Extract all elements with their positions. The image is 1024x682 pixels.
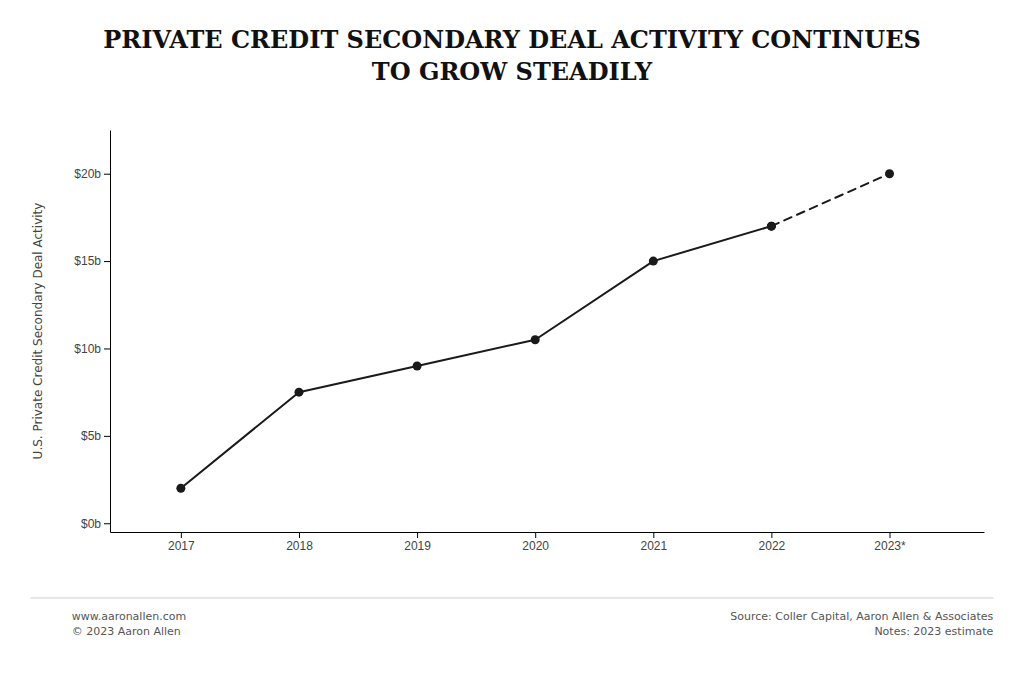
footer-line: Notes: 2023 estimate <box>874 625 993 638</box>
y-tick-mark <box>104 261 110 262</box>
point <box>531 335 540 344</box>
y-tick-mark <box>104 436 110 437</box>
footer-line: © 2023 Aaron Allen <box>72 625 181 638</box>
y-axis: $0b $5b $10b $15b $20b <box>74 131 110 533</box>
x-tick-label: 2022 <box>759 539 786 553</box>
x-tick-label: 2017 <box>168 539 195 553</box>
y-tick: $5b <box>81 429 110 443</box>
point <box>413 361 422 370</box>
x-tick-label: 2023* <box>874 539 906 553</box>
x-tick: 2018 <box>286 532 313 553</box>
y-tick-mark <box>104 523 110 524</box>
x-tick-mark <box>653 532 654 538</box>
point <box>176 484 185 493</box>
y-tick-label: $5b <box>81 429 101 443</box>
x-tick: 2020 <box>522 532 549 553</box>
y-tick-mark <box>104 348 110 349</box>
y-tick-mark <box>104 174 110 175</box>
x-tick-label: 2018 <box>286 539 313 553</box>
x-tick-mark <box>181 532 182 538</box>
x-tick: 2022 <box>759 532 786 553</box>
y-tick: $10b <box>74 342 110 356</box>
point <box>649 257 658 266</box>
y-tick: $20b <box>74 167 110 181</box>
point <box>885 169 894 178</box>
x-tick: 2017 <box>168 532 195 553</box>
point <box>767 222 776 231</box>
y-tick-label: $10b <box>74 342 101 356</box>
x-tick: 2023* <box>874 532 906 553</box>
line <box>181 226 772 488</box>
x-tick-mark <box>417 532 418 538</box>
x-tick-mark <box>299 532 300 538</box>
title: PRIVATE CREDIT SECONDARY DEAL ACTIVITY C… <box>103 25 921 86</box>
point <box>767 222 776 231</box>
title-line: TO GROW STEADILY <box>372 57 653 86</box>
x-tick-label: 2020 <box>522 539 549 553</box>
footer-line: Source: Coller Capital, Aaron Allen & As… <box>730 610 993 623</box>
y-tick-label: $20b <box>74 167 101 181</box>
x-tick-label: 2019 <box>404 539 431 553</box>
footer-separator <box>31 598 994 599</box>
x-tick-mark <box>890 532 891 538</box>
y-tick: $15b <box>74 254 110 268</box>
chart: PRIVATE CREDIT SECONDARY DEAL ACTIVITY C… <box>0 0 1024 682</box>
x-tick-label: 2021 <box>640 539 667 553</box>
y-tick-label: $0b <box>81 517 101 531</box>
line <box>771 174 889 226</box>
y-axis-title: U.S. Private Credit Secondary Deal Activ… <box>31 203 45 460</box>
x-tick: 2021 <box>640 532 667 553</box>
footer-text: Source: Coller Capital, Aaron Allen & As… <box>730 610 993 638</box>
title-line: PRIVATE CREDIT SECONDARY DEAL ACTIVITY C… <box>103 25 921 54</box>
x-tick: 2019 <box>404 532 431 553</box>
x-axis: 2017 2018 2019 2020 2021 2022 2023* <box>111 532 985 553</box>
y-tick: $0b <box>81 517 110 531</box>
x-tick-mark <box>771 532 772 538</box>
marks <box>176 169 894 493</box>
plot: 2017201820192020202120222023*$0b$5b$10b$… <box>31 131 985 553</box>
y-axis-line <box>110 131 111 533</box>
footer-line: www.aaronallen.com <box>72 610 187 623</box>
footer-text: www.aaronallen.com © 2023 Aaron Allen <box>72 610 187 638</box>
point <box>294 388 303 397</box>
x-axis-line <box>111 532 985 533</box>
y-tick-label: $15b <box>74 254 101 268</box>
x-tick-mark <box>535 532 536 538</box>
